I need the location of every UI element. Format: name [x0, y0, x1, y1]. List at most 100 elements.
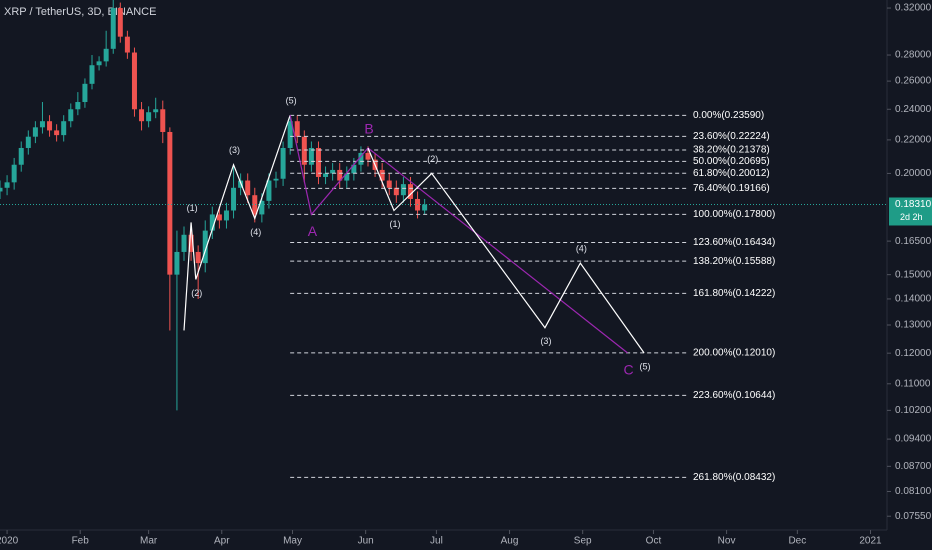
plot-area	[0, 0, 428, 411]
wave-label: (5)	[286, 96, 297, 106]
candle-body	[54, 130, 60, 136]
candle-body	[301, 136, 307, 165]
wave-line	[289, 115, 628, 354]
y-tick-label: 0.07550	[895, 511, 932, 522]
last-price-box	[889, 197, 932, 226]
fib-label: 261.80%(0.08432)	[693, 472, 775, 483]
candle-body	[47, 121, 53, 131]
candle-body	[266, 180, 272, 201]
candle-body	[61, 121, 67, 136]
candle-body	[280, 147, 286, 179]
fib-label: 123.60%(0.16434)	[693, 237, 775, 248]
candle-body	[68, 109, 74, 122]
candle-body	[231, 187, 237, 211]
wave-label: (1)	[389, 219, 400, 229]
candle-body	[110, 8, 116, 49]
fib-label: 138.20%(0.15588)	[693, 256, 775, 267]
candle-body	[337, 169, 343, 181]
wave-line	[367, 147, 645, 354]
candle-body	[32, 127, 38, 137]
fib-label: 76.40%(0.19166)	[693, 183, 770, 194]
fib-label: 161.80%(0.14222)	[693, 288, 775, 299]
fib-label: 38.20%(0.21378)	[693, 145, 770, 156]
candle-body	[209, 214, 215, 231]
candle-body	[344, 173, 350, 181]
candle-body	[308, 147, 314, 165]
candle-body	[181, 234, 187, 252]
candle-body	[202, 230, 208, 264]
wave-label: (4)	[576, 243, 587, 253]
y-tick-label: 0.09400	[895, 434, 932, 445]
candle-body	[25, 136, 31, 148]
candle-body	[259, 200, 265, 215]
candle-body	[103, 48, 109, 62]
fib-label: 61.80%(0.20012)	[693, 168, 770, 179]
candle-body	[323, 173, 329, 177]
candle-body	[223, 210, 229, 221]
candle-body	[82, 83, 88, 103]
y-tick-label: 0.10200	[895, 405, 932, 416]
x-tick-label: Oct	[646, 536, 662, 547]
y-tick-label: 0.12000	[895, 348, 932, 359]
candle-body	[39, 121, 45, 128]
wave-line	[183, 114, 291, 331]
y-tick-label: 0.24000	[895, 104, 932, 115]
fib-label: 23.60%(0.22224)	[693, 131, 770, 142]
candle-body	[89, 65, 95, 84]
y-tick-label: 0.14000	[895, 294, 932, 305]
candle-body	[75, 102, 81, 110]
candle-body	[11, 164, 17, 183]
wave-label: (3)	[540, 336, 551, 346]
wave-label: (5)	[640, 361, 651, 371]
candle-body	[351, 164, 357, 174]
candle-body	[0, 187, 3, 192]
y-tick-label: 0.32000	[895, 3, 932, 14]
candle-body	[393, 187, 399, 196]
candle-body	[124, 36, 130, 53]
wave-label: (1)	[187, 203, 198, 213]
candle-body	[287, 121, 293, 148]
y-tick-label: 0.08700	[895, 461, 932, 472]
x-tick-label: Mar	[140, 536, 158, 547]
y-tick-label: 0.16500	[895, 236, 932, 247]
last-price-label: 0.18310	[895, 199, 932, 210]
y-tick-label: 0.08100	[895, 486, 932, 497]
wave-label: A	[308, 223, 318, 239]
x-tick-label: Sep	[574, 536, 592, 547]
candle-body	[294, 121, 300, 137]
candle-body	[160, 109, 166, 132]
x-tick-label: Dec	[788, 536, 806, 547]
candle-body	[167, 131, 173, 275]
fib-label: 0.00%(0.23590)	[693, 110, 764, 121]
candle-body	[422, 204, 428, 211]
candle-body	[379, 169, 385, 181]
candle-body	[273, 178, 279, 181]
candle-body	[131, 52, 137, 110]
candle-body	[245, 180, 251, 196]
fib-label: 223.60%(0.10644)	[693, 390, 775, 401]
candle-body	[358, 152, 364, 165]
candle-body	[96, 61, 102, 66]
wave-label: C	[623, 362, 633, 378]
wave-label: (2)	[427, 154, 438, 164]
candle-body	[365, 152, 371, 160]
y-tick-label: 0.26000	[895, 76, 932, 87]
wave-label: B	[364, 121, 373, 137]
x-tick-label: Aug	[501, 536, 519, 547]
x-tick-label: Apr	[214, 536, 230, 547]
countdown-label: 2d 2h	[900, 212, 923, 222]
y-tick-label: 0.13000	[895, 320, 932, 331]
candle-body	[146, 112, 152, 122]
candle-body	[117, 8, 123, 37]
y-tick-label: 0.28000	[895, 50, 932, 61]
candle-body	[315, 147, 321, 177]
candle-body	[4, 182, 10, 188]
candle-body	[195, 251, 201, 264]
candle-body	[407, 184, 413, 199]
candle-body	[400, 184, 406, 196]
candle-body	[139, 109, 145, 122]
wave-label: (3)	[229, 145, 240, 155]
candle-body	[252, 195, 258, 215]
